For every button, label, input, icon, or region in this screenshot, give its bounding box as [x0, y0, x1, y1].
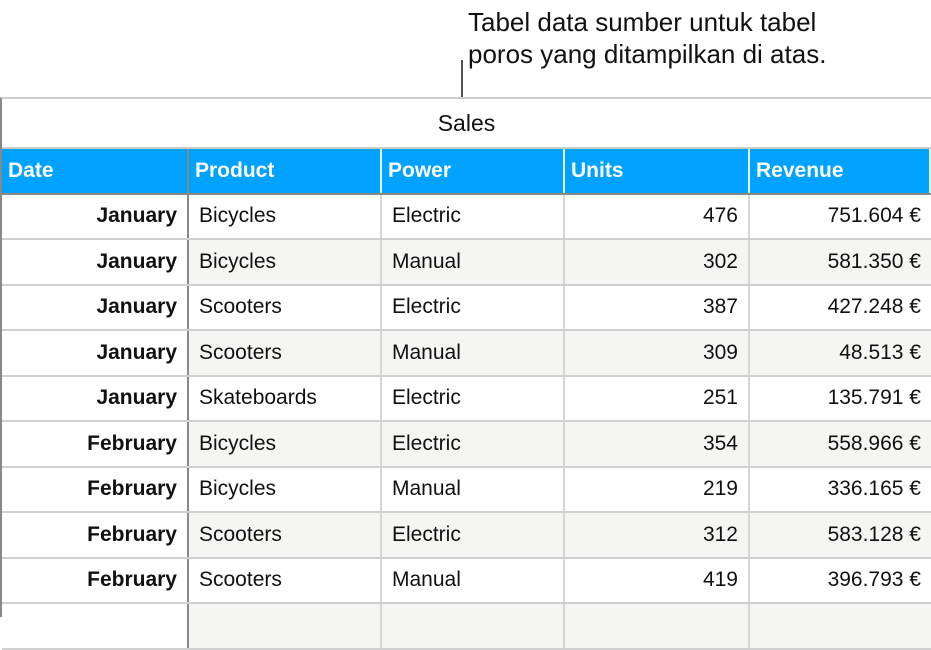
table-row: January Bicycles Electric 476 751.604 €: [2, 194, 931, 240]
cell-units[interactable]: 387: [565, 285, 750, 329]
sales-table: Sales Date Product Power Units Revenue Janua…: [0, 97, 931, 650]
table-row: January Scooters Electric 387 427.248 €: [2, 285, 931, 331]
cell-power[interactable]: Manual: [382, 467, 565, 511]
cell-units[interactable]: 302: [565, 240, 750, 284]
cell-power[interactable]: Electric: [382, 376, 565, 420]
callout-leader-line: [461, 60, 463, 98]
table-row: February Bicycles Manual 219 336.165 €: [2, 467, 931, 513]
cell-product[interactable]: Scooters: [189, 285, 382, 329]
cell-product[interactable]: Scooters: [189, 331, 382, 375]
table-row: February Scooters Manual 419 396.793 €: [2, 558, 931, 604]
cell-units[interactable]: 309: [565, 331, 750, 375]
cell-product[interactable]: Bicycles: [189, 422, 382, 466]
table-title[interactable]: Sales: [2, 99, 931, 149]
header-product[interactable]: Product: [189, 149, 382, 193]
cell-power[interactable]: Electric: [382, 422, 565, 466]
header-power[interactable]: Power: [382, 149, 565, 193]
cell-units[interactable]: 312: [565, 513, 750, 557]
cell-power[interactable]: Manual: [382, 240, 565, 284]
cell-units[interactable]: 251: [565, 376, 750, 420]
cell-units[interactable]: [565, 604, 750, 648]
cell-date[interactable]: [2, 604, 189, 648]
cell-revenue[interactable]: 751.604 €: [827, 204, 921, 228]
header-row: Date Product Power Units Revenue: [2, 149, 931, 195]
table-row: February Scooters Electric 312 583.128 €: [2, 513, 931, 559]
cell-revenue[interactable]: 583.128 €: [750, 513, 931, 557]
cell-revenue[interactable]: 558.966 €: [750, 422, 931, 466]
cell-power[interactable]: Electric: [382, 513, 565, 557]
cell-product[interactable]: Bicycles: [189, 467, 382, 511]
header-units[interactable]: Units: [565, 149, 750, 193]
cell-date[interactable]: January: [2, 331, 189, 375]
cell-power[interactable]: Electric: [382, 285, 565, 329]
caption-line: Tabel data sumber untuk tabel: [468, 7, 817, 37]
cell-product[interactable]: Scooters: [189, 513, 382, 557]
cell-revenue[interactable]: 427.248 €: [827, 295, 921, 319]
cell-product[interactable]: Bicycles: [189, 194, 382, 238]
cell-date[interactable]: January: [2, 240, 189, 284]
table-row: [2, 604, 931, 650]
cell-revenue[interactable]: [750, 604, 931, 648]
header-revenue[interactable]: Revenue: [750, 149, 931, 193]
table-row: January Bicycles Manual 302 581.350 €: [2, 240, 931, 286]
cell-date[interactable]: January: [2, 376, 189, 420]
cell-date[interactable]: February: [2, 513, 189, 557]
cell-revenue[interactable]: 396.793 €: [827, 568, 921, 592]
cell-product[interactable]: Scooters: [189, 558, 382, 602]
cell-product[interactable]: [189, 604, 382, 648]
cell-revenue[interactable]: 48.513 €: [750, 331, 931, 375]
cell-power[interactable]: Electric: [382, 194, 565, 238]
cell-revenue[interactable]: 336.165 €: [827, 477, 921, 501]
cell-date[interactable]: January: [2, 285, 189, 329]
cell-date[interactable]: February: [2, 558, 189, 602]
cell-date[interactable]: February: [2, 467, 189, 511]
cell-revenue[interactable]: 581.350 €: [750, 240, 931, 284]
cell-units[interactable]: 476: [565, 194, 750, 238]
header-date[interactable]: Date: [2, 149, 189, 193]
cell-units[interactable]: 419: [565, 558, 750, 602]
cell-product[interactable]: Bicycles: [189, 240, 382, 284]
cell-units[interactable]: 354: [565, 422, 750, 466]
cell-units[interactable]: 219: [565, 467, 750, 511]
table-row: January Scooters Manual 309 48.513 €: [2, 331, 931, 377]
cell-power[interactable]: Manual: [382, 331, 565, 375]
callout-caption: Tabel data sumber untuk tabel poros yang…: [468, 6, 826, 70]
caption-line: poros yang ditampilkan di atas.: [468, 39, 827, 69]
table-row: February Bicycles Electric 354 558.966 €: [2, 422, 931, 468]
table-row: January Skateboards Electric 251 135.791 €: [2, 376, 931, 422]
cell-revenue[interactable]: 135.791 €: [827, 386, 921, 410]
cell-product[interactable]: Skateboards: [189, 376, 382, 420]
cell-date[interactable]: January: [2, 194, 189, 238]
cell-power[interactable]: Manual: [382, 558, 565, 602]
cell-date[interactable]: February: [2, 422, 189, 466]
cell-power[interactable]: [382, 604, 565, 648]
